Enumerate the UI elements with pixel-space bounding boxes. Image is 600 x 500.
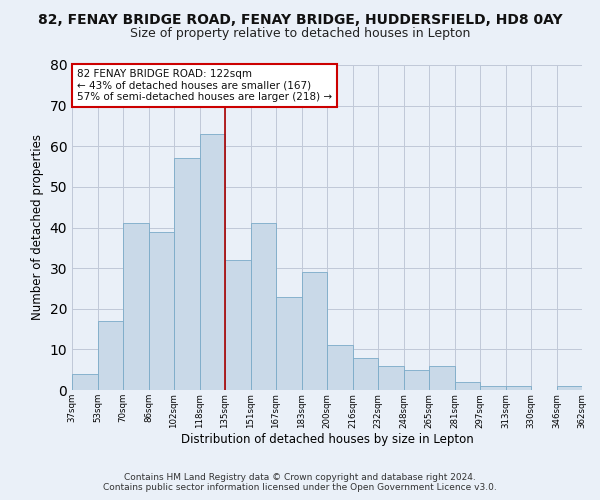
Bar — [429, 366, 455, 390]
Bar — [251, 224, 276, 390]
Bar — [327, 346, 353, 390]
Bar — [72, 374, 97, 390]
Bar — [378, 366, 404, 390]
Y-axis label: Number of detached properties: Number of detached properties — [31, 134, 44, 320]
Bar — [123, 224, 149, 390]
Bar — [353, 358, 378, 390]
Text: 82, FENAY BRIDGE ROAD, FENAY BRIDGE, HUDDERSFIELD, HD8 0AY: 82, FENAY BRIDGE ROAD, FENAY BRIDGE, HUD… — [38, 12, 562, 26]
Bar — [505, 386, 531, 390]
Bar — [174, 158, 199, 390]
Bar — [455, 382, 480, 390]
Text: 82 FENAY BRIDGE ROAD: 122sqm
← 43% of detached houses are smaller (167)
57% of s: 82 FENAY BRIDGE ROAD: 122sqm ← 43% of de… — [77, 69, 332, 102]
Text: Size of property relative to detached houses in Lepton: Size of property relative to detached ho… — [130, 28, 470, 40]
Bar — [97, 321, 123, 390]
X-axis label: Distribution of detached houses by size in Lepton: Distribution of detached houses by size … — [181, 433, 473, 446]
Bar — [149, 232, 174, 390]
Bar — [480, 386, 505, 390]
Bar — [557, 386, 582, 390]
Bar — [276, 296, 302, 390]
Bar — [302, 272, 327, 390]
Bar — [225, 260, 251, 390]
Bar — [199, 134, 225, 390]
Text: Contains HM Land Registry data © Crown copyright and database right 2024.
Contai: Contains HM Land Registry data © Crown c… — [103, 473, 497, 492]
Bar — [404, 370, 429, 390]
